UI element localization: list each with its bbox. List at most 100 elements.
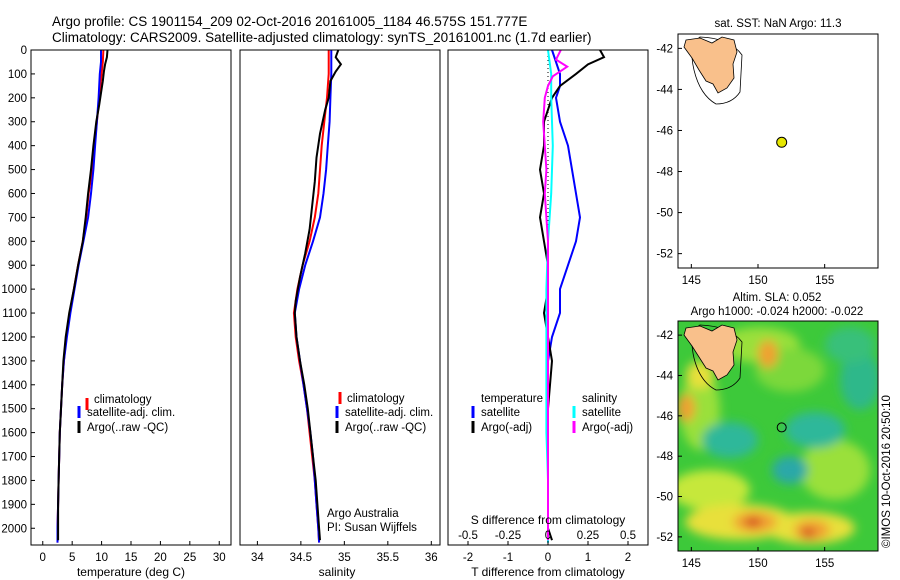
x-tick-label: 20: [154, 552, 167, 564]
header-line-1: Argo profile: CS 1901154_209 02-Oct-2016…: [52, 14, 528, 29]
y-tick-label: -42: [656, 330, 673, 342]
heatmap-field: [678, 327, 878, 544]
series-line-argo-raw-qc-: [57, 49, 109, 541]
y-tick-label: -52: [656, 249, 673, 261]
y-tick-label: 400: [8, 141, 27, 153]
x-tick-label: 35: [338, 552, 351, 564]
y-tick-label: -44: [656, 370, 673, 382]
y-tick-label: 800: [8, 236, 27, 248]
series-line-satellite-adj-clim-: [293, 50, 333, 543]
salinity-panel: 34 34.5 35 35.5 36 salinity climatology sate…: [239, 49, 441, 579]
y-tick-label: 600: [8, 188, 27, 200]
y-tick-label: 900: [8, 260, 27, 272]
salinity-xlabel: salinity: [319, 565, 356, 579]
legend-label-argo: Argo(..raw -QC): [87, 422, 168, 434]
sla-heatmap: [678, 321, 878, 551]
legend-label-sal-satellite: satellite: [582, 407, 621, 419]
y-tick-label: 300: [8, 117, 27, 129]
x-secondary-tick-label: 0: [545, 530, 551, 542]
sla-map-panel: Altim. SLA: 0.052 Argo h1000: -0.024 h20…: [656, 292, 879, 570]
annotation-pi: PI: Susan Wijffels: [327, 522, 417, 534]
y-tick-label: 1300: [1, 356, 27, 368]
series-line-argo-raw-qc-: [293, 49, 343, 541]
temperature-legend: climatology satellite-adj. clim. Argo(..…: [77, 394, 175, 434]
difference-panel: -2 -1 0 1 2 -0.5 -0.25 0 0.25 0.5 T difference fr…: [447, 49, 649, 579]
salinity-legend: climatology satellite-adj. clim. Argo(..…: [335, 392, 433, 434]
legend-label-climatology: climatology: [94, 394, 152, 406]
legend-label-argo: Argo(..raw -QC): [345, 422, 426, 434]
sst-map-title: sat. SST: NaN Argo: 11.3: [715, 18, 842, 30]
y-tick-label: 1100: [2, 308, 27, 320]
y-tick-label: -52: [656, 532, 673, 544]
series-line-salinity-argo-adj-: [542, 49, 570, 541]
difference-xlabel: T difference from climatology: [471, 565, 625, 579]
x-tick-label: -1: [503, 552, 513, 564]
y-tick-label: -42: [656, 43, 673, 55]
y-tick-label: 1900: [1, 499, 27, 511]
x-tick-label: 145: [682, 275, 701, 287]
y-tick-label: 500: [8, 165, 27, 177]
x-tick-label: 2: [625, 552, 631, 564]
y-tick-label: -46: [656, 125, 673, 137]
imos-credit: ©IMOS 10-Oct-2016 20:50:10: [881, 395, 893, 548]
legend-label-satellite: satellite-adj. clim.: [87, 407, 175, 419]
tasmania-shape: [683, 36, 738, 94]
x-tick-label: 35.5: [377, 552, 399, 564]
difference-xlabel-top: S difference from climatology: [471, 513, 626, 527]
x-secondary-tick-label: -0.25: [495, 530, 521, 542]
y-tick-label: 1200: [1, 332, 27, 344]
legend-label-sal-argo: Argo(-adj): [582, 422, 633, 434]
x-tick-label: 34.5: [290, 552, 312, 564]
y-tick-label: 200: [8, 93, 27, 105]
y-tick-label: -44: [656, 84, 673, 96]
x-tick-label: 25: [183, 552, 196, 564]
legend-label-climatology: climatology: [347, 393, 405, 405]
x-tick-label: 0: [40, 552, 46, 564]
sla-map-title-1: Altim. SLA: 0.052: [733, 292, 822, 304]
difference-legend: temperature satellite Argo(-adj) salinit…: [471, 393, 633, 434]
x-tick-label: 34: [251, 552, 264, 564]
y-tick-label: 0: [21, 45, 27, 57]
legend-title-temperature: temperature: [481, 393, 543, 405]
sla-map-axes: [677, 320, 879, 552]
float-location-marker: [776, 422, 787, 433]
temperature-axes: [30, 49, 232, 546]
x-secondary-tick-label: 0.5: [620, 530, 636, 542]
temperature-panel: 0100200300400500600700800900100011001200…: [1, 45, 232, 579]
x-tick-label: 150: [748, 558, 767, 570]
x-tick-label: 150: [748, 275, 767, 287]
x-secondary-tick-label: -0.5: [458, 530, 478, 542]
legend-label-temp-argo: Argo(-adj): [481, 422, 532, 434]
x-tick-label: 5: [69, 552, 75, 564]
y-tick-label: -50: [656, 492, 673, 504]
annotation-argo-australia: Argo Australia: [327, 508, 399, 520]
y-tick-label: 1800: [1, 475, 27, 487]
x-tick-label: 0: [545, 552, 551, 564]
series-line-satellite-adj-clim-: [56, 50, 102, 543]
y-tick-label: 1400: [1, 380, 27, 392]
temperature-xlabel: temperature (deg C): [77, 565, 185, 579]
sla-map-title-2: Argo h1000: -0.024 h2000: -0.022: [691, 306, 864, 318]
y-tick-label: 100: [8, 69, 27, 81]
x-tick-label: 10: [95, 552, 108, 564]
series-line-climatology: [292, 50, 330, 543]
y-tick-label: 1000: [1, 284, 27, 296]
y-tick-label: 1700: [1, 452, 27, 464]
y-tick-label: 1500: [1, 404, 27, 416]
sst-map-panel: sat. SST: NaN Argo: 11.3 -42 -44 -46 -48 -50…: [656, 18, 879, 287]
x-tick-label: 155: [815, 558, 834, 570]
x-tick-label: 155: [815, 275, 834, 287]
x-tick-label: -2: [463, 552, 473, 564]
x-secondary-tick-label: 0.25: [577, 530, 599, 542]
tasmania-landmass: [683, 36, 743, 105]
series-line-temperature-argo-adj-: [538, 49, 606, 541]
sst-map-axes: [677, 33, 879, 269]
header-line-2: Climatology: CARS2009. Satellite-adjuste…: [52, 30, 592, 45]
legend-label-temp-satellite: satellite: [481, 407, 520, 419]
x-tick-label: 145: [682, 558, 701, 570]
y-tick-label: -46: [656, 411, 673, 423]
float-location-marker: [776, 136, 788, 148]
y-tick-label: 2000: [1, 523, 27, 535]
y-tick-label: -48: [656, 167, 673, 179]
